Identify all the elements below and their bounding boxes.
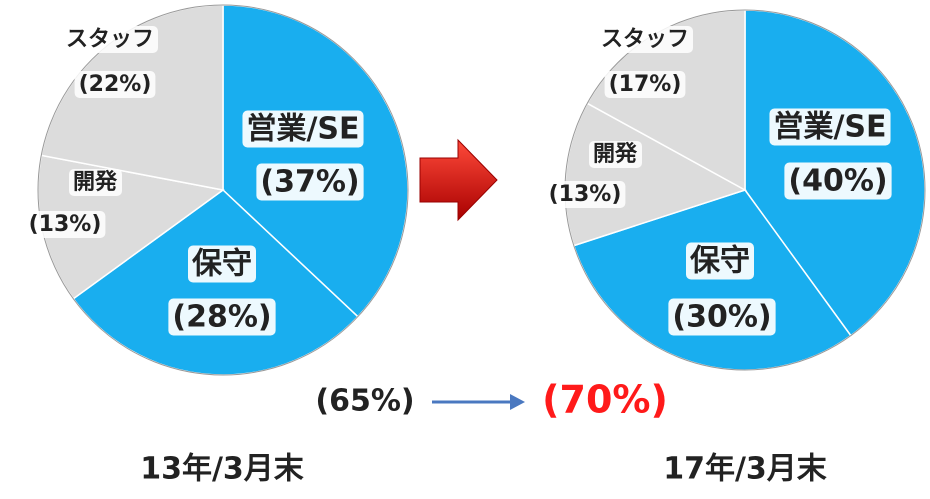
slice-label: 保守 xyxy=(192,247,252,282)
label-background xyxy=(686,242,754,280)
slice-label: 保守 xyxy=(690,244,750,279)
chart-title: 17年/3月末 xyxy=(663,452,827,487)
slice-label: 営業/SE xyxy=(773,110,886,145)
slice-label: スタッフ xyxy=(601,27,689,52)
slice-label: 営業/SE xyxy=(246,112,359,147)
slice-label: 開発 xyxy=(593,142,638,167)
slice-label-group: 保守 xyxy=(188,245,256,283)
label-background xyxy=(604,71,686,98)
label-background xyxy=(769,108,891,146)
label-background xyxy=(242,110,364,148)
chart-title: 13年/3月末 xyxy=(140,452,304,487)
annotation: (65%) xyxy=(315,384,414,419)
value-label-group: (13%) xyxy=(544,181,626,208)
comparison-arrow xyxy=(432,394,525,410)
slice-label-group: 営業/SE xyxy=(242,110,364,148)
label-background xyxy=(668,298,776,336)
label-background xyxy=(784,162,892,200)
slice-label: スタッフ xyxy=(66,27,154,52)
label-background xyxy=(256,163,364,201)
label-background xyxy=(544,181,626,208)
value-label-group: (28%) xyxy=(168,298,276,336)
label-background xyxy=(68,169,122,196)
value-label-group: (17%) xyxy=(604,71,686,98)
value-label: (22%) xyxy=(79,72,152,97)
label-background xyxy=(24,211,106,238)
label-background xyxy=(61,26,159,53)
label-background xyxy=(588,141,642,168)
value-label: (13%) xyxy=(29,212,102,237)
slice-label-group: 営業/SE xyxy=(769,108,891,146)
value-label: (40%) xyxy=(788,164,887,199)
value-label: (17%) xyxy=(609,72,682,97)
value-label-group: (37%) xyxy=(256,163,364,201)
value-label: (30%) xyxy=(672,300,771,335)
value-label-group: (22%) xyxy=(74,71,156,98)
value-label-group: (30%) xyxy=(668,298,776,336)
transition-arrow xyxy=(419,138,498,222)
value-label-group: (40%) xyxy=(784,162,892,200)
annotation: (70%) xyxy=(542,378,668,422)
value-label: (28%) xyxy=(172,300,271,335)
label-background xyxy=(74,71,156,98)
slice-label-group: 開発 xyxy=(588,141,642,168)
slice-label-group: スタッフ xyxy=(61,26,159,53)
slice-label-group: 保守 xyxy=(686,242,754,280)
pie-outline xyxy=(37,4,409,376)
label-background xyxy=(188,245,256,283)
slice-label-group: スタッフ xyxy=(596,26,694,53)
value-label-group: (13%) xyxy=(24,211,106,238)
label-background xyxy=(596,26,694,53)
slice-label-group: 開発 xyxy=(68,169,122,196)
slice-label: 開発 xyxy=(73,170,118,195)
value-label: (13%) xyxy=(549,182,622,207)
label-background xyxy=(168,298,276,336)
value-label: (37%) xyxy=(260,165,359,200)
